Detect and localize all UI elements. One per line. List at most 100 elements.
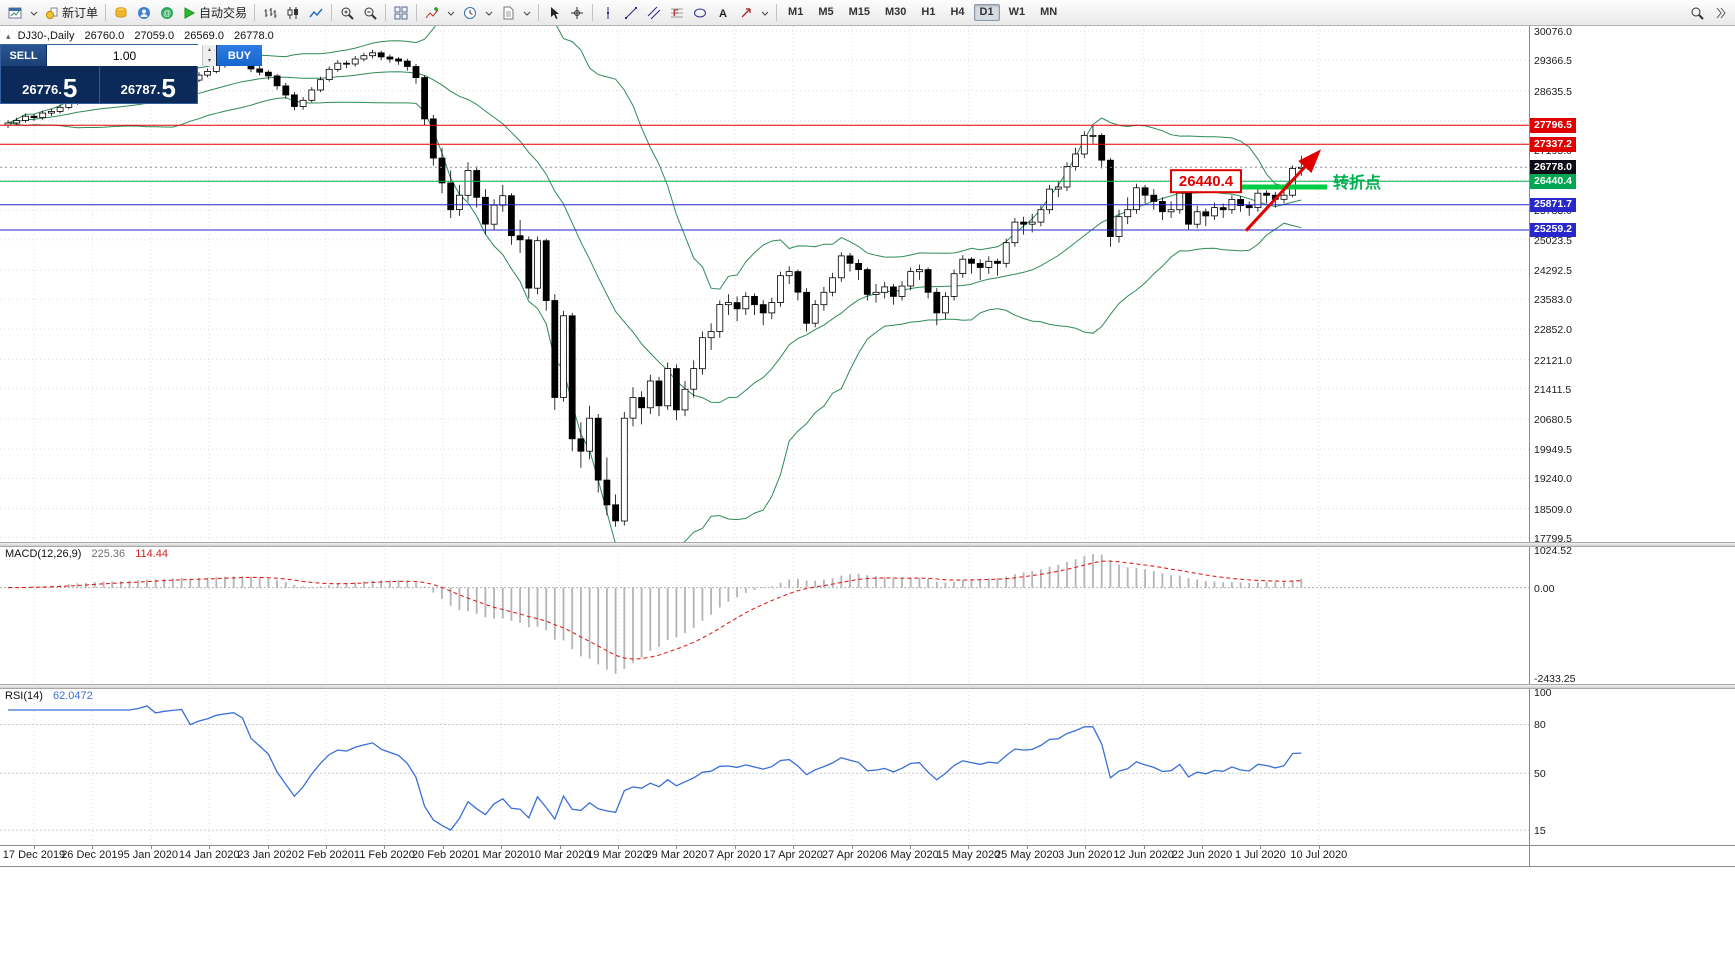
vertical-line-button[interactable]	[597, 3, 619, 23]
mql5-community-button[interactable]: @	[156, 3, 178, 23]
time-axis-label: 26 Dec 2019	[61, 849, 124, 861]
new-chart-button[interactable]	[4, 3, 26, 23]
timeframe-button-w1[interactable]: W1	[1008, 6, 1026, 18]
price-tag: 27337.2	[1530, 137, 1576, 152]
indicators-button[interactable]	[421, 3, 443, 23]
time-axis-label: 15 May 2020	[936, 849, 1001, 861]
price-axis-label: 23583.0	[1534, 294, 1572, 307]
templates-caret[interactable]	[520, 3, 534, 23]
price-annotation-box[interactable]: 26440.4	[1170, 169, 1242, 194]
timeframe-button-m30[interactable]: M30	[885, 6, 907, 18]
time-axis-label: 12 Jun 2020	[1113, 849, 1174, 861]
crosshair-button[interactable]	[566, 3, 588, 23]
time-axis-label: 29 Mar 2020	[645, 849, 708, 861]
toolbar-separator	[385, 4, 387, 21]
macd-name: MACD(12,26,9)	[5, 548, 82, 560]
templates-button[interactable]	[497, 3, 519, 23]
rsi-axis-label: 100	[1534, 686, 1552, 699]
price-axis-separator	[1529, 26, 1530, 866]
time-axis-separator	[0, 845, 1735, 846]
time-axis-label: 17 Apr 2020	[763, 849, 823, 861]
rsi-line	[8, 705, 1302, 831]
time-axis-label: 22 Jun 2020	[1171, 849, 1233, 861]
toolbar-separator	[592, 4, 594, 21]
timeframe-button-mn[interactable]: MN	[1040, 6, 1058, 18]
volume-down-button[interactable]: ▾	[203, 55, 216, 66]
timeframe-button-d1[interactable]: D1	[973, 4, 1000, 21]
rsi-panel-canvas[interactable]	[0, 687, 1529, 845]
deposit-funds-button[interactable]	[110, 3, 132, 23]
rsi-axis-label: 15	[1534, 825, 1546, 838]
panel-resize-handle-macd[interactable]	[0, 542, 1735, 547]
toolbar-overflow-button[interactable]	[1709, 3, 1731, 23]
arrows-tool-button[interactable]	[735, 3, 757, 23]
price-axis-label: 25733.0	[1534, 205, 1572, 218]
buy-button[interactable]: BUY	[216, 45, 262, 66]
horizontal-lines[interactable]	[0, 124, 1529, 231]
fibonacci-button[interactable]: F	[666, 3, 688, 23]
toolbar-separator	[105, 4, 107, 21]
one-click-toggle-icon[interactable]: ▴	[6, 31, 11, 41]
sell-price[interactable]: 26776. 5	[22, 72, 78, 103]
toolbar-separator	[538, 4, 540, 21]
objects-caret[interactable]	[758, 3, 772, 23]
price-tag: 25259.2	[1530, 222, 1576, 238]
trendline-button[interactable]	[620, 3, 642, 23]
time-axis-label: 14 Jan 2020	[178, 849, 240, 861]
timeframe-button-h1[interactable]: H1	[921, 6, 936, 18]
time-axis-label: 25 May 2020	[994, 849, 1059, 861]
zoom-out-button[interactable]	[359, 3, 381, 23]
price-axis-label: 19949.5	[1534, 444, 1572, 457]
toolbar-separator	[416, 4, 418, 21]
timeframe-button-m5[interactable]: M5	[818, 6, 834, 18]
volume-up-button[interactable]: ▴	[203, 45, 216, 56]
macd-axis-label: -2433.25	[1534, 672, 1576, 685]
candlestick-chart-button[interactable]	[282, 3, 304, 23]
timeframe-button-h4[interactable]: H4	[950, 6, 965, 18]
tile-windows-button[interactable]	[390, 3, 412, 23]
zoom-in-button[interactable]	[336, 3, 358, 23]
buy-price[interactable]: 26787. 5	[120, 72, 176, 103]
time-axis-label: 23 Jan 2020	[237, 849, 298, 861]
price-tag: 26778.0	[1530, 160, 1576, 175]
periodicity-caret[interactable]	[482, 3, 496, 23]
time-axis-label: 1 Jul 2020	[1235, 849, 1286, 861]
cursor-button[interactable]	[543, 3, 565, 23]
sell-button[interactable]: SELL	[1, 45, 47, 66]
main-chart[interactable]: 26440.4 转折点	[0, 26, 1529, 542]
search-button[interactable]	[1686, 3, 1708, 23]
macd-axis-label: 0.00	[1534, 582, 1555, 595]
turning-point-label[interactable]: 转折点	[1333, 173, 1381, 192]
macd-panel-canvas[interactable]	[0, 545, 1529, 684]
svg-text:26440.4: 26440.4	[1179, 173, 1234, 190]
community-profile-button[interactable]	[133, 3, 155, 23]
time-axis-label: 17 Dec 2019	[2, 849, 66, 861]
volume-input[interactable]	[47, 45, 202, 66]
close-value: 26778.0	[234, 30, 274, 42]
rsi-indicator-label: RSI(14) 62.0472	[5, 690, 93, 702]
channel-button[interactable]	[643, 3, 665, 23]
new-order-button[interactable]: 新订单	[42, 3, 101, 23]
time-axis-label: 11 Feb 2020	[353, 849, 415, 861]
timeframe-button-m15[interactable]: M15	[848, 6, 870, 18]
rsi-name: RSI(14)	[5, 690, 43, 702]
indicators-caret[interactable]	[444, 3, 458, 23]
svg-text:@: @	[163, 9, 171, 18]
price-tag: 27796.5	[1530, 118, 1576, 133]
timeframe-button-m1[interactable]: M1	[788, 6, 804, 18]
text-tool-button[interactable]: A	[712, 3, 734, 23]
autotrading-button[interactable]: 自动交易	[179, 3, 250, 23]
line-chart-button[interactable]	[305, 3, 327, 23]
time-axis-label: 5 Jan 2020	[123, 849, 179, 861]
macd-signal-line	[8, 560, 1302, 660]
shapes-button[interactable]	[689, 3, 711, 23]
rsi-value: 62.0472	[52, 690, 93, 702]
trend-arrow[interactable]	[1244, 149, 1322, 232]
periodicity-button[interactable]	[459, 3, 481, 23]
price-axis-label: 18509.0	[1534, 503, 1572, 516]
new-chart-caret[interactable]	[27, 3, 41, 23]
toolbar: 新订单 @ 自动交易 F A M1 M5 M15 M30 H1 H4 D1 W1 MN	[0, 0, 1735, 26]
price-axis-label: 22852.0	[1534, 324, 1572, 337]
bar-chart-button[interactable]	[259, 3, 281, 23]
panel-resize-handle-rsi[interactable]	[0, 684, 1735, 689]
